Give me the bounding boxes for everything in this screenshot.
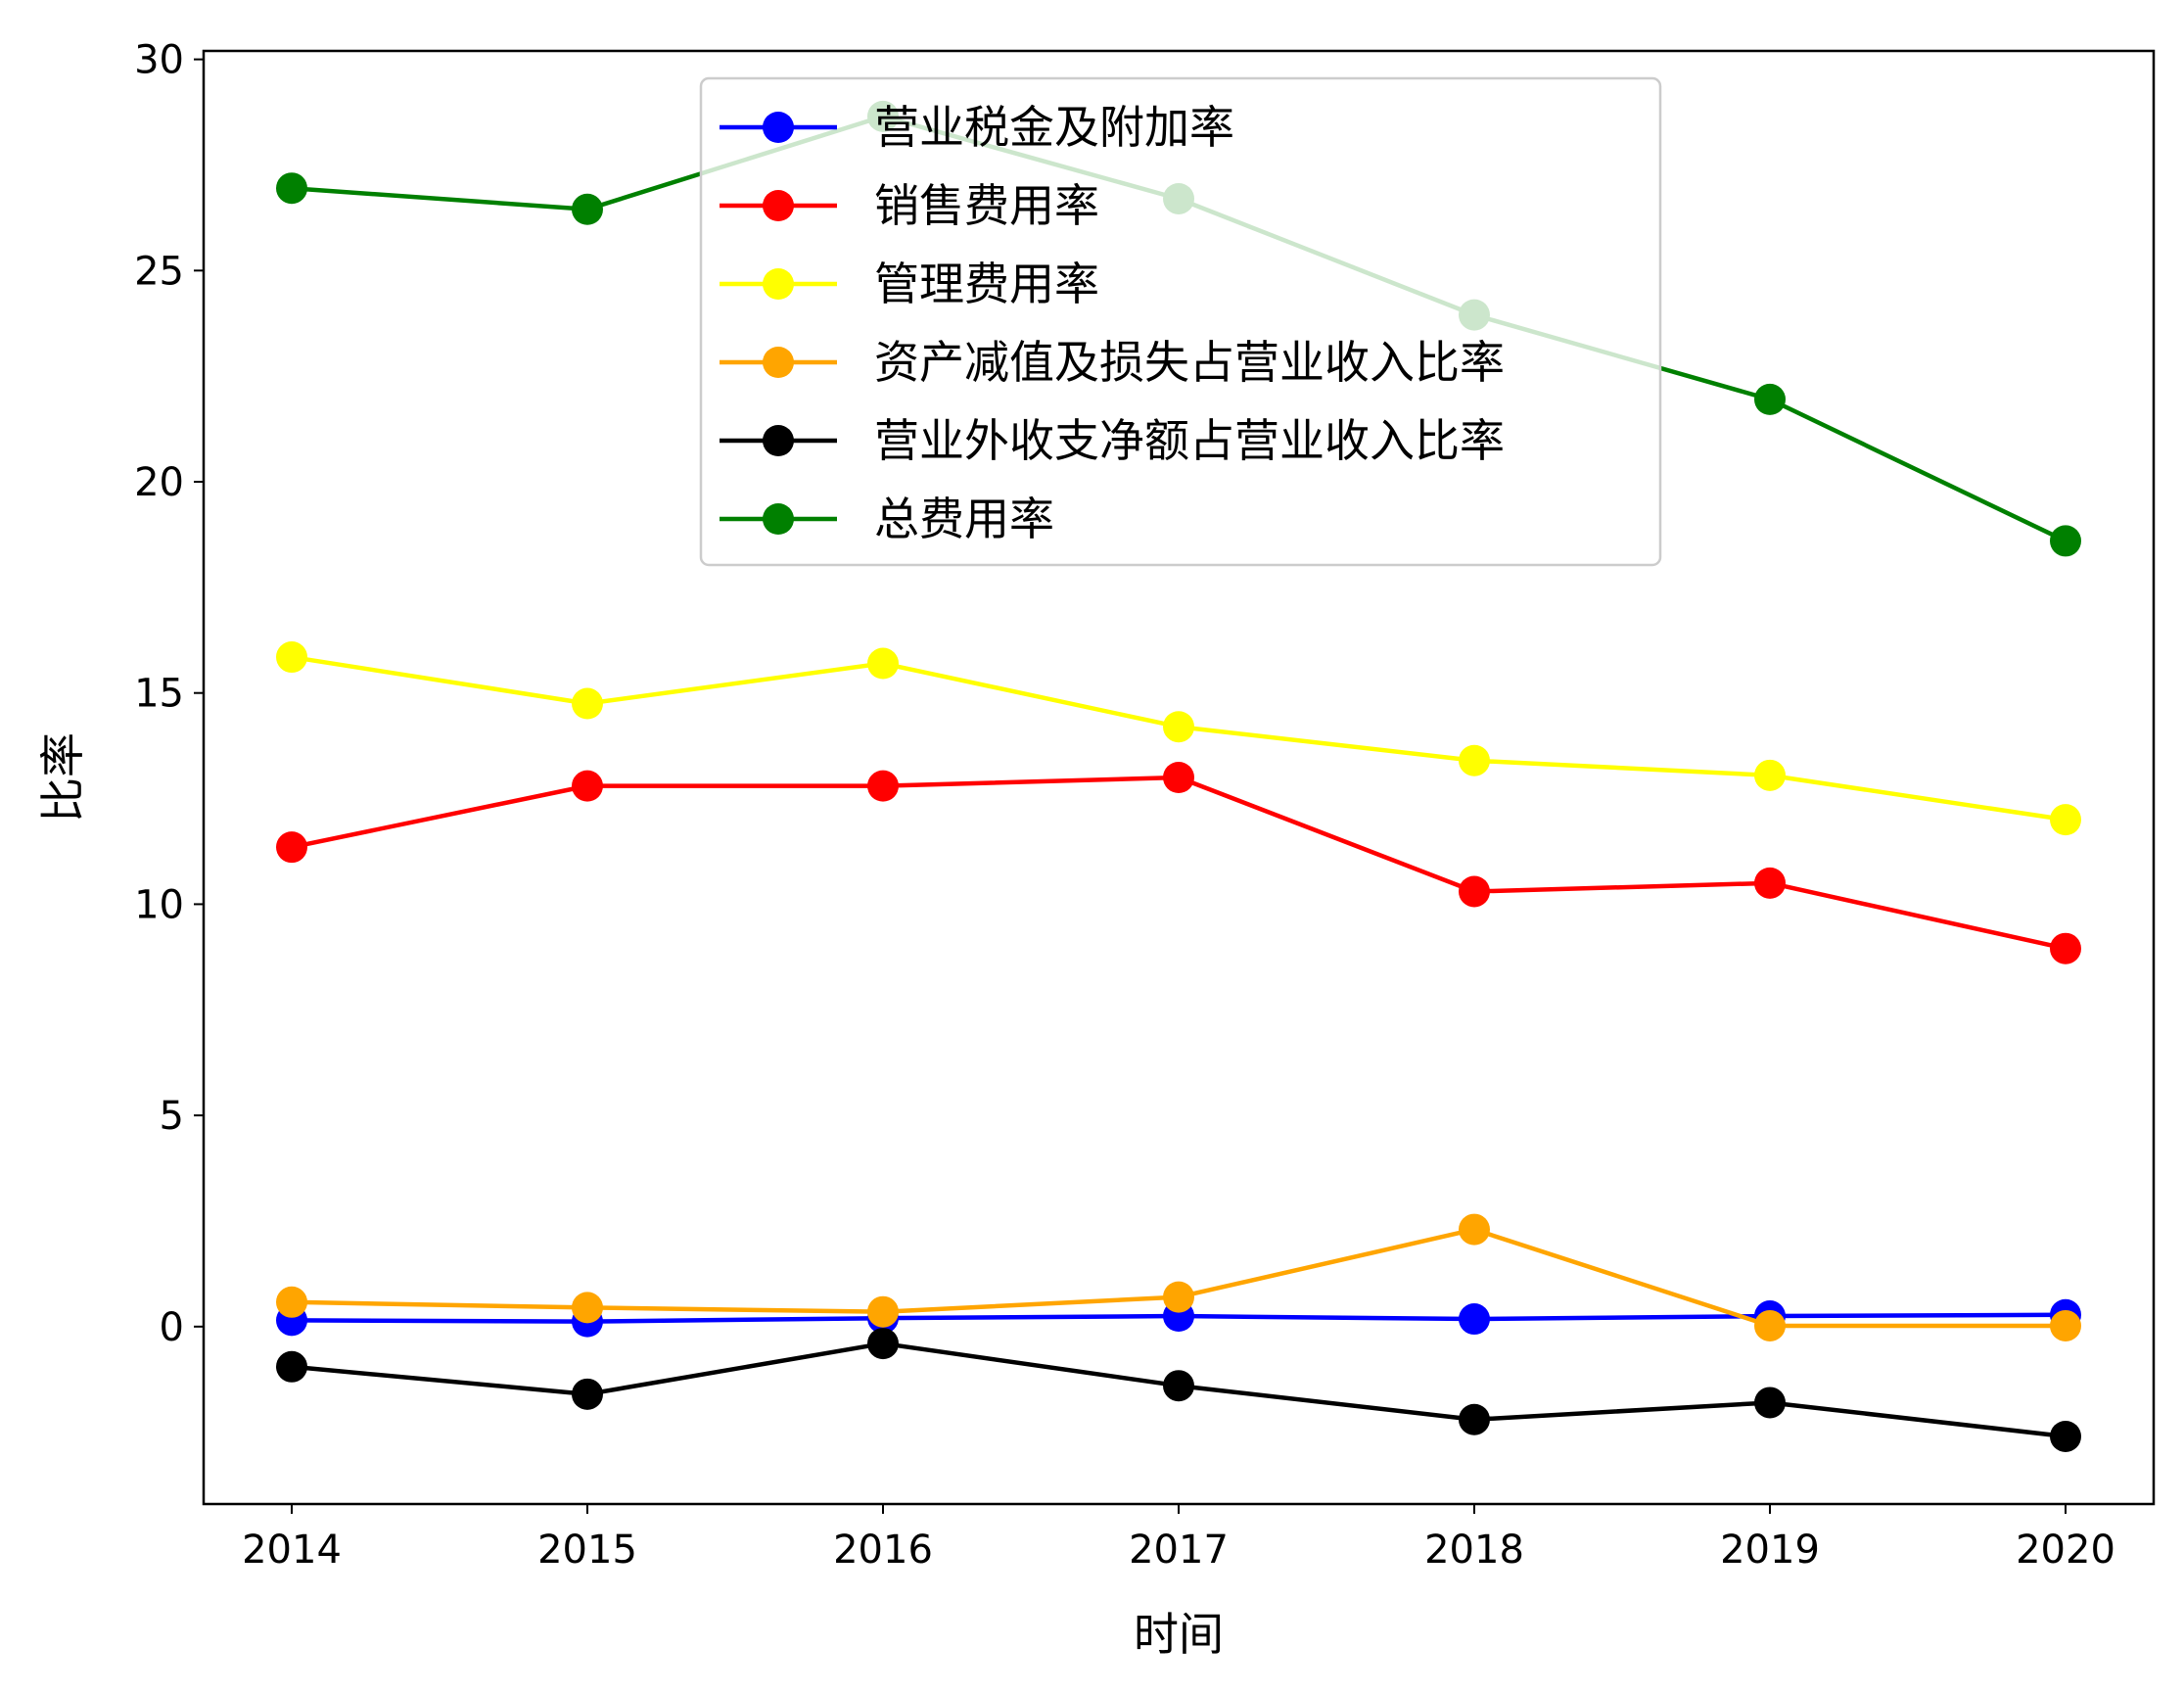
legend-label: 营业外收支净额占营业收入比率 — [874, 414, 1505, 467]
x-tick-label: 2018 — [1424, 1528, 1524, 1573]
legend: 营业税金及附加率销售费用率管理费用率资产减值及损失占营业收入比率营业外收支净额占… — [699, 76, 1662, 567]
y-tick-label: 30 — [134, 38, 184, 83]
legend-label: 资产减值及损失占营业收入比率 — [874, 336, 1505, 389]
data-point — [1754, 1309, 1786, 1341]
data-point — [1459, 1303, 1490, 1336]
data-point — [1459, 875, 1490, 908]
x-axis-ticks: 2014 2015 2016 2017 2018 2019 2020 — [242, 1504, 2115, 1573]
data-point — [867, 647, 899, 680]
legend-marker — [763, 268, 794, 300]
data-point — [276, 1286, 307, 1318]
legend-item: 销售费用率 — [720, 179, 1099, 232]
y-tick-label: 5 — [160, 1094, 184, 1139]
data-point — [1459, 1403, 1490, 1435]
x-tick-label: 2020 — [2016, 1528, 2115, 1573]
y-tick-label: 20 — [134, 460, 184, 505]
data-point — [867, 1328, 899, 1360]
data-point — [1754, 759, 1786, 791]
data-point — [276, 831, 307, 864]
legend-item: 资产减值及损失占营业收入比率 — [720, 336, 1505, 389]
legend-label: 管理费用率 — [874, 258, 1099, 310]
data-point — [1163, 1370, 1194, 1402]
legend-item: 管理费用率 — [720, 258, 1099, 310]
legend-label: 销售费用率 — [874, 179, 1099, 232]
legend-marker — [763, 347, 794, 378]
data-point — [1754, 383, 1786, 415]
x-tick-label: 2017 — [1129, 1528, 1229, 1573]
data-point — [1754, 867, 1786, 899]
data-point — [572, 193, 603, 225]
data-point — [1459, 744, 1490, 776]
x-tick-label: 2016 — [833, 1528, 933, 1573]
data-point — [867, 770, 899, 802]
series-1 — [276, 762, 2081, 964]
legend-marker — [763, 112, 794, 143]
data-point — [867, 1295, 899, 1328]
data-point — [276, 1350, 307, 1383]
data-point — [1163, 711, 1194, 743]
legend-item: 营业外收支净额占营业收入比率 — [720, 414, 1505, 467]
data-point — [2050, 932, 2081, 964]
data-point — [2050, 525, 2081, 557]
y-tick-label: 15 — [134, 672, 184, 717]
series-4 — [276, 1328, 2081, 1452]
data-point — [572, 1292, 603, 1324]
legend-marker — [763, 503, 794, 535]
legend-box — [699, 76, 1662, 567]
data-point — [572, 770, 603, 802]
y-axis-ticks: 0 5 10 15 20 25 30 — [134, 38, 204, 1350]
y-tick-label: 0 — [160, 1305, 184, 1350]
data-point — [1754, 1387, 1786, 1419]
y-tick-label: 25 — [134, 249, 184, 294]
legend-marker — [763, 190, 794, 221]
data-point — [1459, 1213, 1490, 1246]
data-point — [2050, 1309, 2081, 1341]
data-point — [1163, 762, 1194, 793]
x-tick-label: 2014 — [242, 1528, 342, 1573]
data-point — [572, 1378, 603, 1410]
plot-area-frame — [202, 49, 2156, 1506]
x-tick-label: 2019 — [1720, 1528, 1820, 1573]
x-axis-label: 时间 — [1134, 1608, 1224, 1661]
y-tick-label: 10 — [134, 882, 184, 927]
y-axis-label: 比率 — [36, 732, 89, 823]
legend-marker — [763, 425, 794, 456]
data-point — [276, 172, 307, 205]
data-point — [1163, 1281, 1194, 1313]
data-point — [2050, 804, 2081, 836]
data-point — [2050, 1420, 2081, 1452]
legend-label: 营业税金及附加率 — [874, 101, 1234, 154]
data-point — [276, 641, 307, 674]
legend-label: 总费用率 — [874, 493, 1054, 545]
x-tick-label: 2015 — [537, 1528, 637, 1573]
series-2 — [276, 641, 2081, 836]
legend-item: 总费用率 — [720, 493, 1054, 545]
legend-item: 营业税金及附加率 — [720, 101, 1234, 154]
data-point — [572, 687, 603, 720]
series-3 — [276, 1213, 2081, 1341]
